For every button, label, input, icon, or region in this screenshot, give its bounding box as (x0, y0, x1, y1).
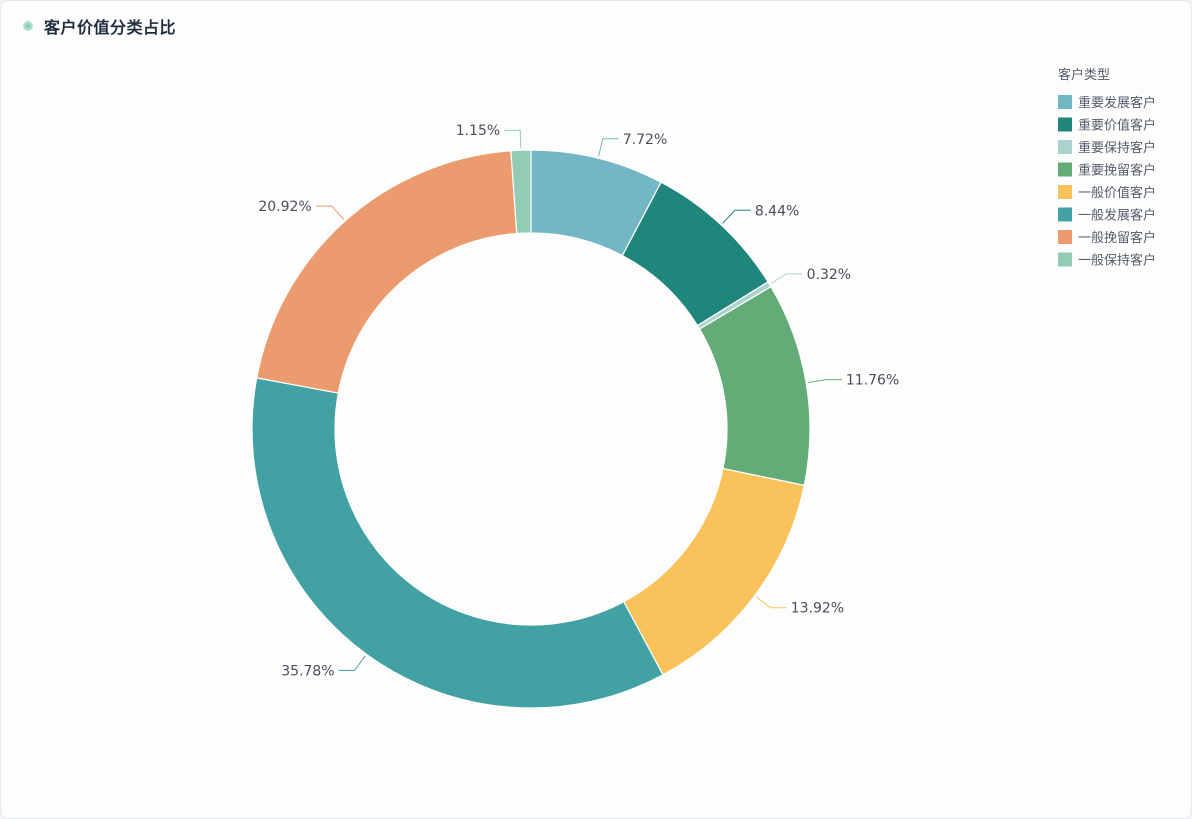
slice-5[interactable] (251, 377, 664, 709)
legend-item-4[interactable]: 一般价值客户 (1058, 185, 1156, 201)
legend-swatch-0 (1058, 95, 1072, 109)
leader-line-1 (722, 209, 751, 224)
legend-item-1[interactable]: 重要价值客户 (1058, 117, 1156, 134)
data-label-2: 0.32% (807, 267, 851, 283)
leader-line-2 (770, 273, 803, 284)
legend-swatch-5 (1058, 207, 1072, 222)
labels-group: 7.72% 8.44% 0.32% 11.76% 13.92% 35.78% 20.92% 1… (258, 123, 899, 679)
leader-line-0 (597, 138, 619, 157)
slices-group (251, 149, 811, 709)
legend-label-5: 一般发展客户 (1078, 208, 1156, 224)
data-label-4: 13.92% (791, 601, 844, 617)
data-label-7: 1.15% (456, 123, 500, 139)
title-dot-icon (23, 21, 33, 31)
legend-swatch-7 (1058, 252, 1072, 267)
legend-item-6[interactable]: 一般挽留客户 (1058, 230, 1156, 246)
slice-7[interactable] (510, 149, 532, 235)
data-label-0: 7.72% (623, 132, 667, 148)
legend-label-6: 一般挽留客户 (1078, 230, 1156, 246)
legend-label-0: 重要发展客户 (1078, 95, 1156, 111)
leader-line-5 (338, 655, 366, 671)
legend: 客户类型 重要发展客户重要价值客户重要保持客户重要挽留客户一般价值客户一般发展客… (1058, 67, 1156, 269)
leader-line-7 (504, 129, 522, 149)
data-label-3: 11.76% (846, 373, 899, 389)
card-header: 客户价值分类占比 (23, 13, 176, 39)
leader-line-3 (808, 379, 842, 384)
slice-4[interactable] (622, 467, 805, 676)
legend-swatch-1 (1058, 117, 1072, 132)
legend-item-0[interactable]: 重要发展客户 (1058, 95, 1156, 111)
legend-swatch-3 (1058, 162, 1072, 177)
data-label-1: 8.44% (755, 203, 799, 219)
legend-label-2: 重要保持客户 (1078, 140, 1156, 156)
leader-line-4 (755, 596, 787, 609)
legend-item-5[interactable]: 一般发展客户 (1058, 207, 1156, 224)
legend-title: 客户类型 (1058, 67, 1110, 83)
legend-label-3: 重要挽留客户 (1078, 163, 1156, 179)
legend-swatch-2 (1058, 140, 1072, 154)
legend-swatch-6 (1058, 230, 1072, 244)
legend-swatch-4 (1058, 185, 1072, 199)
data-label-6: 20.92% (258, 199, 311, 215)
chart-title: 客户价值分类占比 (44, 18, 177, 37)
legend-item-3[interactable]: 重要挽留客户 (1058, 162, 1156, 179)
slice-6[interactable] (256, 150, 518, 394)
legend-item-7[interactable]: 一般保持客户 (1058, 252, 1156, 269)
legend-label-1: 重要价值客户 (1078, 118, 1156, 134)
legend-item-2[interactable]: 重要保持客户 (1058, 140, 1156, 156)
data-label-5: 35.78% (281, 663, 334, 679)
legend-label-4: 一般价值客户 (1078, 185, 1156, 201)
leader-line-6 (315, 205, 345, 220)
legend-label-7: 一般保持客户 (1078, 253, 1156, 269)
